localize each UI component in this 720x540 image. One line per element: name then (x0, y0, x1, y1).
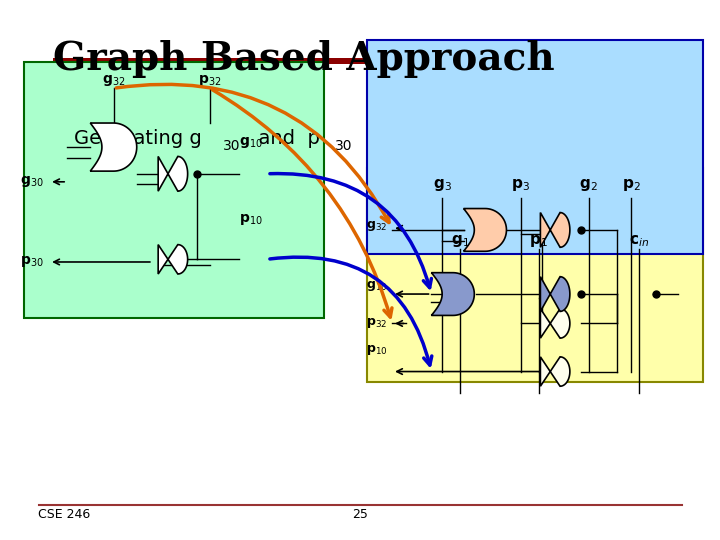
Text: p$_2$: p$_2$ (622, 177, 641, 192)
FancyArrowPatch shape (270, 173, 431, 288)
Text: p$_3$: p$_3$ (511, 177, 530, 192)
FancyArrowPatch shape (212, 90, 392, 317)
Text: p$_{10}$: p$_{10}$ (366, 343, 387, 357)
Polygon shape (541, 213, 570, 247)
Text: g$_{10}$: g$_{10}$ (238, 135, 262, 150)
Polygon shape (431, 273, 474, 315)
FancyBboxPatch shape (49, 143, 62, 152)
Text: g$_1$: g$_1$ (451, 233, 469, 248)
Text: 30: 30 (335, 139, 353, 153)
Text: g$_{10}$: g$_{10}$ (366, 279, 387, 293)
Text: c$_{in}$: c$_{in}$ (629, 233, 649, 248)
Text: g$_{32}$: g$_{32}$ (102, 73, 125, 88)
Text: g$_{30}$: g$_{30}$ (20, 174, 44, 190)
Text: p$_1$: p$_1$ (529, 233, 548, 248)
Polygon shape (464, 208, 506, 251)
FancyBboxPatch shape (367, 40, 703, 254)
Text: and  p: and p (246, 129, 320, 148)
FancyBboxPatch shape (53, 58, 446, 64)
Polygon shape (158, 245, 188, 274)
FancyArrowPatch shape (116, 84, 389, 222)
Text: g$_3$: g$_3$ (433, 177, 451, 192)
Text: g$_{32}$: g$_{32}$ (366, 219, 387, 233)
FancyBboxPatch shape (367, 168, 703, 382)
Polygon shape (158, 157, 188, 191)
FancyBboxPatch shape (24, 62, 324, 318)
Text: p$_{10}$: p$_{10}$ (238, 212, 262, 227)
Text: 25: 25 (352, 508, 368, 521)
Polygon shape (541, 276, 570, 312)
Text: p$_{32}$: p$_{32}$ (198, 73, 222, 88)
Text: g$_2$: g$_2$ (580, 177, 598, 192)
Polygon shape (541, 309, 570, 338)
Text: CSE 246: CSE 246 (38, 508, 91, 521)
Text: Generating g: Generating g (74, 129, 202, 148)
Text: p$_{32}$: p$_{32}$ (366, 316, 387, 330)
FancyArrowPatch shape (270, 257, 432, 365)
Text: Graph Based Approach: Graph Based Approach (53, 40, 554, 78)
Text: 30: 30 (222, 139, 240, 153)
Text: p$_{30}$: p$_{30}$ (20, 254, 44, 269)
Polygon shape (541, 357, 570, 386)
Polygon shape (90, 123, 137, 171)
